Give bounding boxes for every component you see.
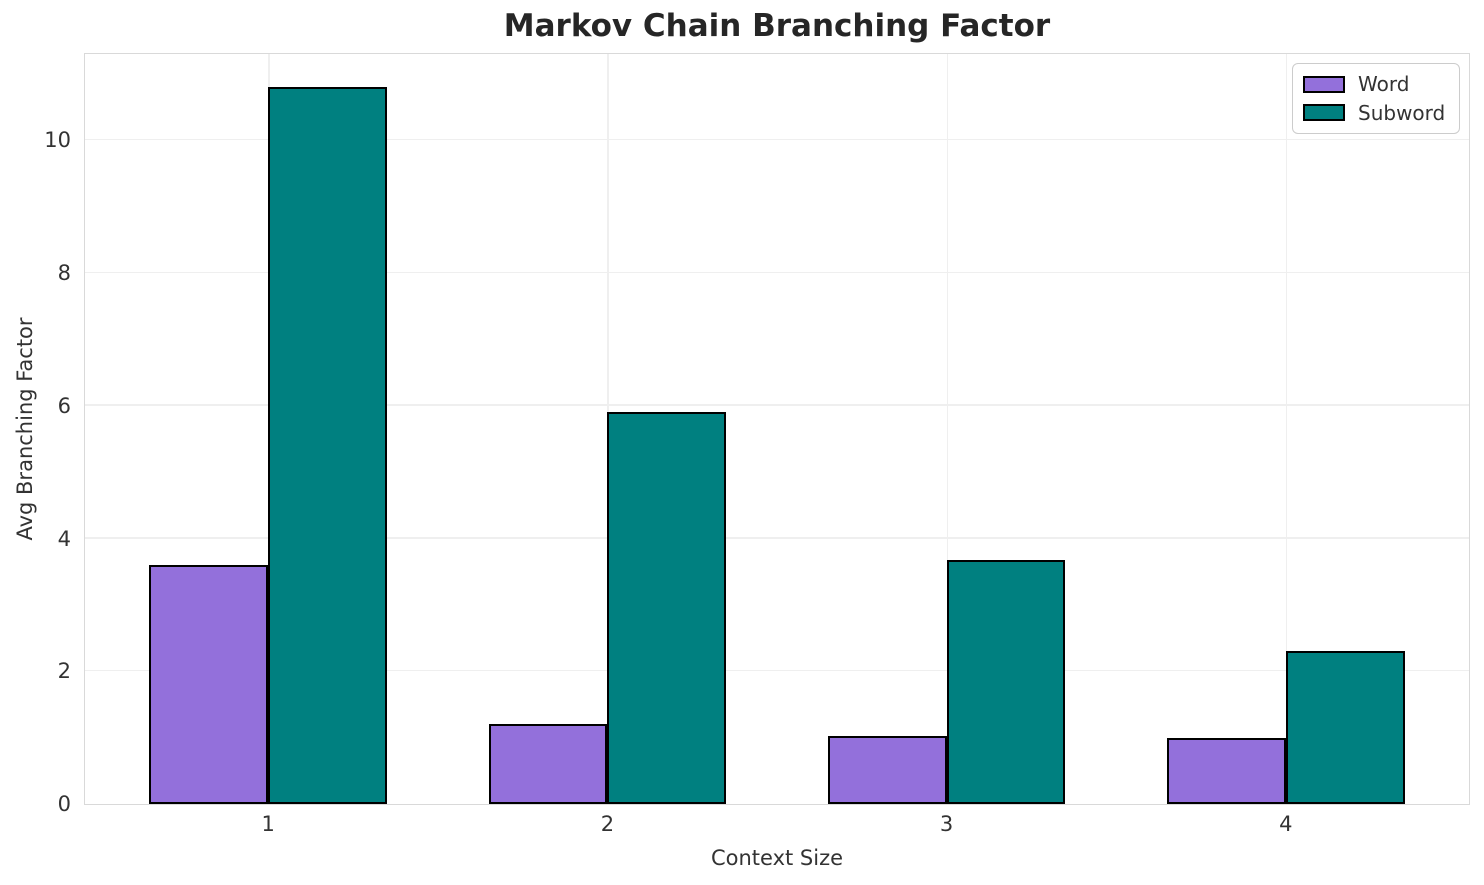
x-tick-label: 1 bbox=[261, 812, 275, 836]
legend-swatch bbox=[1303, 75, 1345, 93]
bar-subword-2 bbox=[607, 412, 727, 804]
bar-subword-4 bbox=[1285, 651, 1405, 804]
legend-item-subword: Subword bbox=[1303, 101, 1449, 125]
x-tick-label: 3 bbox=[939, 812, 954, 836]
y-tick-label: 8 bbox=[57, 261, 71, 286]
legend-label: Subword bbox=[1358, 100, 1446, 125]
bar-word-1 bbox=[149, 565, 269, 804]
gridline-horizontal bbox=[85, 404, 1469, 406]
gridline-horizontal bbox=[85, 669, 1469, 672]
legend-label: Word bbox=[1358, 72, 1410, 97]
bar-word-2 bbox=[488, 724, 608, 804]
y-tick-label: 2 bbox=[57, 659, 71, 684]
bar-word-4 bbox=[1167, 737, 1286, 804]
gridline-horizontal bbox=[85, 271, 1469, 274]
bar-subword-1 bbox=[268, 87, 387, 804]
y-axis-label: Avg Branching Factor bbox=[13, 317, 37, 541]
legend-item-word: Word bbox=[1303, 72, 1449, 96]
y-tick-label: 4 bbox=[57, 526, 71, 551]
y-tick-label: 0 bbox=[57, 792, 71, 816]
y-tick-label: 6 bbox=[57, 393, 71, 418]
gridline-vertical bbox=[1285, 54, 1288, 804]
legend-swatch bbox=[1303, 104, 1345, 122]
x-tick-label: 4 bbox=[1279, 812, 1293, 836]
bar-word-3 bbox=[827, 735, 947, 804]
x-axis-label: Context Size bbox=[710, 846, 844, 870]
gridline-vertical bbox=[946, 54, 949, 804]
y-tick-label: 10 bbox=[44, 128, 71, 153]
x-tick-label: 2 bbox=[600, 812, 615, 836]
plot-area: 0 2 4 6 8 10 1 2 3 4 bbox=[44, 53, 1470, 836]
gridline-horizontal bbox=[85, 138, 1469, 141]
bar-subword-3 bbox=[946, 560, 1066, 804]
chart-title: Markov Chain Branching Factor bbox=[503, 8, 1051, 44]
legend: Word Subword bbox=[1292, 63, 1460, 134]
gridline-horizontal bbox=[85, 537, 1469, 539]
